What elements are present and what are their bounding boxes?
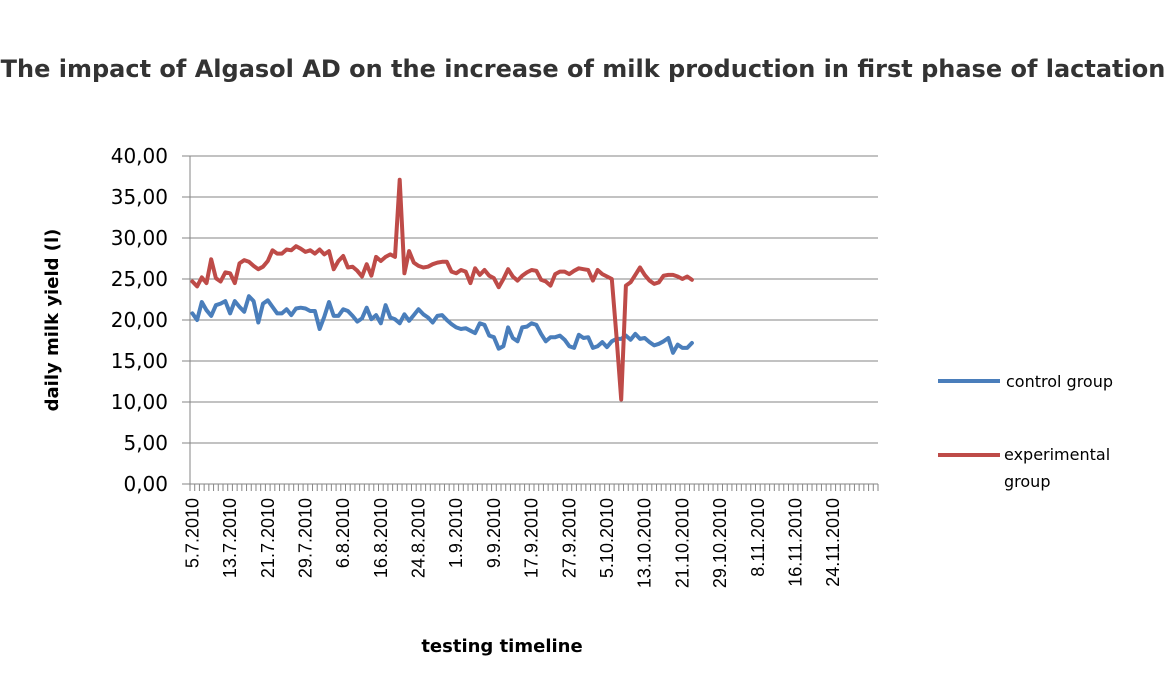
x-tick-label: 24.11.2010: [823, 498, 843, 587]
legend-label: control group: [1006, 372, 1113, 391]
y-tick-label: 40,00: [111, 144, 168, 168]
x-axis: 5.7.2010 13.7.2010 21.7.2010 29.7.2010 6.8.2…: [182, 156, 879, 588]
y-axis-label: daily milk yield (l): [42, 229, 63, 412]
legend-label: experimental group: [1004, 445, 1110, 491]
x-tick-label: 29.7.2010: [295, 498, 315, 578]
x-tick-label: 27.9.2010: [559, 498, 579, 578]
x-tick-label: 16.11.2010: [786, 498, 806, 587]
x-tick-label: 16.8.2010: [371, 498, 391, 578]
series-line-control: [190, 294, 694, 355]
y-tick-label: 10,00: [111, 390, 168, 414]
y-tick-label: 0,00: [123, 472, 168, 496]
y-tick-label: 35,00: [111, 185, 168, 209]
x-tick-label: 24.8.2010: [409, 498, 429, 578]
x-axis-label: testing timeline: [421, 636, 582, 657]
series-lines: [190, 177, 694, 402]
chart-title: The impact of Algasol AD on the increase…: [0, 55, 1166, 83]
legend: control group experimental group: [938, 372, 1113, 491]
x-tick-label: 29.10.2010: [710, 498, 730, 588]
x-tick-label: 21.10.2010: [672, 498, 692, 588]
y-axis-ticks: 0,00 5,00 10,00 15,00 20,00 25,00 30,00 35,00 40…: [111, 144, 168, 496]
y-tick-label: 30,00: [111, 226, 168, 250]
x-tick-label: 5.10.2010: [597, 498, 617, 578]
x-tick-label: 13.7.2010: [220, 498, 240, 578]
y-tick-label: 25,00: [111, 267, 168, 291]
legend-item: control group: [938, 372, 1113, 391]
x-tick-label: 17.9.2010: [522, 498, 542, 578]
x-tick-label: 21.7.2010: [258, 498, 278, 578]
x-tick-label: 13.10.2010: [635, 498, 655, 588]
x-tick-label: 8.11.2010: [748, 498, 768, 577]
x-tick-label: 6.8.2010: [333, 498, 353, 568]
x-tick-label: 1.9.2010: [446, 498, 466, 568]
y-tick-label: 15,00: [111, 349, 168, 373]
series-line-experimental: [190, 177, 694, 402]
x-tick-label: 5.7.2010: [182, 498, 202, 568]
grid-lines: [182, 155, 878, 485]
y-tick-label: 5,00: [123, 431, 168, 455]
y-tick-label: 20,00: [111, 308, 168, 332]
x-tick-label: 9.9.2010: [484, 498, 504, 568]
legend-item: experimental group: [938, 445, 1110, 491]
